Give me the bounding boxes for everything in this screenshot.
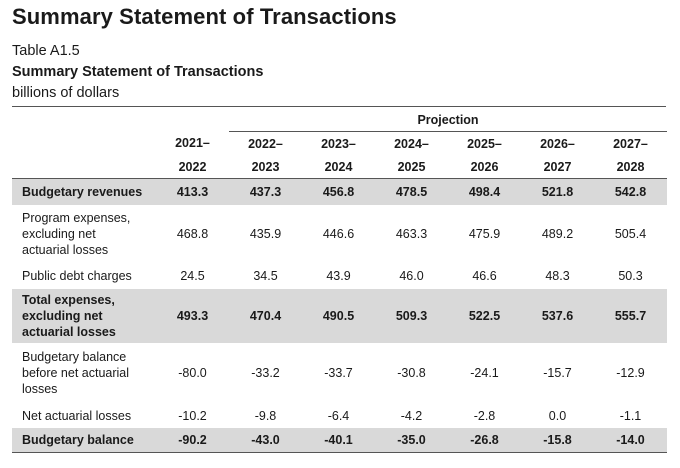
cell-value: 470.4 xyxy=(229,289,302,343)
cell-value: 446.6 xyxy=(322,226,355,241)
year-header-top: 2021– xyxy=(175,136,210,151)
cell-value: -12.9 xyxy=(616,366,645,380)
cell-value: 0.0 xyxy=(548,408,567,423)
cell-value: -15.7 xyxy=(543,366,572,380)
cell-value: 50.3 xyxy=(618,268,643,283)
year-header-top: 2022– xyxy=(248,136,283,151)
cell-value: 555.7 xyxy=(594,289,667,343)
table-row-budgetary-balance: Budgetary balance -90.2 -43.0 -40.1 -35.… xyxy=(12,428,667,453)
table-label: Table A1.5 xyxy=(12,43,80,59)
cell-value: 493.3 xyxy=(156,289,229,343)
row-label: Budgetary balance xyxy=(12,428,156,453)
cell-value: 521.8 xyxy=(521,178,594,205)
cell-value: 46.6 xyxy=(472,268,497,283)
cell-value: -10.2 xyxy=(178,408,207,423)
header-empty xyxy=(12,155,156,179)
cell-value: -9.8 xyxy=(254,408,277,423)
year-header-top: 2027– xyxy=(613,136,648,151)
cell-value: 435.9 xyxy=(249,226,282,241)
cell-value: 522.5 xyxy=(448,289,521,343)
cell-value: -33.2 xyxy=(251,366,280,380)
row-label: Net actuarial losses xyxy=(22,408,132,423)
cell-value: 498.4 xyxy=(448,178,521,205)
cell-value: -24.1 xyxy=(470,366,499,380)
table-row-program-expenses: Program expenses, excluding net actuarial … xyxy=(12,205,667,262)
cell-value: 24.5 xyxy=(180,268,205,283)
cell-value: 46.0 xyxy=(399,268,424,283)
cell-value: 509.3 xyxy=(375,289,448,343)
year-header-top: 2024– xyxy=(394,136,429,151)
cell-value: 490.5 xyxy=(302,289,375,343)
cell-value: -4.2 xyxy=(400,408,423,423)
year-header-top-row: 2021– 2022– 2023– 2024– 2025– 2026– 2027… xyxy=(12,132,667,156)
cell-value: 34.5 xyxy=(253,268,278,283)
row-label: Public debt charges xyxy=(22,268,132,283)
cell-value: -1.1 xyxy=(619,408,642,423)
cell-value: -80.0 xyxy=(178,366,207,380)
cell-value: 463.3 xyxy=(395,226,428,241)
cell-value: 475.9 xyxy=(468,226,501,241)
row-label: Total expenses, excluding net actuarial lo… xyxy=(12,289,156,343)
header-empty xyxy=(12,109,156,132)
table-units: billions of dollars xyxy=(12,85,120,101)
top-rule xyxy=(12,106,666,107)
row-label: Program expenses, excluding net actuarial … xyxy=(22,210,131,257)
cell-value: -35.0 xyxy=(375,428,448,453)
year-header-top: 2026– xyxy=(540,136,575,151)
cell-value: -30.8 xyxy=(397,366,426,380)
table-row-budgetary-revenues: Budgetary revenues 413.3 437.3 456.8 478… xyxy=(12,178,667,205)
cell-value: -2.8 xyxy=(473,408,496,423)
cell-value: 468.8 xyxy=(176,226,209,241)
table-row-balance-before-losses: Budgetary balance before net actuarial los… xyxy=(12,343,667,403)
projection-header-row: Projection xyxy=(12,109,667,132)
cell-value: 413.3 xyxy=(156,178,229,205)
cell-value: 489.2 xyxy=(541,226,574,241)
year-header-bottom: 2025 xyxy=(375,155,448,179)
year-header-bottom: 2024 xyxy=(302,155,375,179)
cell-value: 505.4 xyxy=(614,226,647,241)
row-label: Budgetary balance before net actuarial los… xyxy=(22,350,130,396)
cell-value: -33.7 xyxy=(324,366,353,380)
cell-value: -43.0 xyxy=(229,428,302,453)
cell-value: 456.8 xyxy=(302,178,375,205)
year-header-bottom: 2022 xyxy=(156,155,229,179)
projection-header: Projection xyxy=(229,109,667,132)
year-header-bottom: 2026 xyxy=(448,155,521,179)
cell-value: 478.5 xyxy=(375,178,448,205)
cell-value: -26.8 xyxy=(448,428,521,453)
year-header-bottom: 2023 xyxy=(229,155,302,179)
cell-value: 537.6 xyxy=(521,289,594,343)
table-row-total-expenses: Total expenses, excluding net actuarial lo… xyxy=(12,289,667,343)
cell-value: 437.3 xyxy=(229,178,302,205)
transactions-table: Projection 2021– 2022– 2023– 2024– 2025–… xyxy=(12,109,667,453)
cell-value: -90.2 xyxy=(156,428,229,453)
year-header-bottom-row: 2022 2023 2024 2025 2026 2027 2028 xyxy=(12,155,667,179)
year-header-top: 2023– xyxy=(321,136,356,151)
table-title: Summary Statement of Transactions xyxy=(12,64,264,80)
header-empty xyxy=(156,109,229,132)
cell-value: -14.0 xyxy=(594,428,667,453)
table-row-net-actuarial-losses: Net actuarial losses -10.2 -9.8 -6.4 -4.… xyxy=(12,403,667,428)
cell-value: 48.3 xyxy=(545,268,570,283)
cell-value: 43.9 xyxy=(326,268,351,283)
year-header-bottom: 2028 xyxy=(594,155,667,179)
cell-value: -6.4 xyxy=(327,408,350,423)
cell-value: -40.1 xyxy=(302,428,375,453)
table-row-public-debt-charges: Public debt charges 24.5 34.5 43.9 46.0 … xyxy=(12,262,667,289)
year-header-bottom: 2027 xyxy=(521,155,594,179)
cell-value: 542.8 xyxy=(594,178,667,205)
header-empty xyxy=(12,132,156,156)
year-header-top: 2025– xyxy=(467,136,502,151)
row-label: Budgetary revenues xyxy=(12,178,156,205)
cell-value: -15.8 xyxy=(521,428,594,453)
page-title: Summary Statement of Transactions xyxy=(12,4,397,29)
